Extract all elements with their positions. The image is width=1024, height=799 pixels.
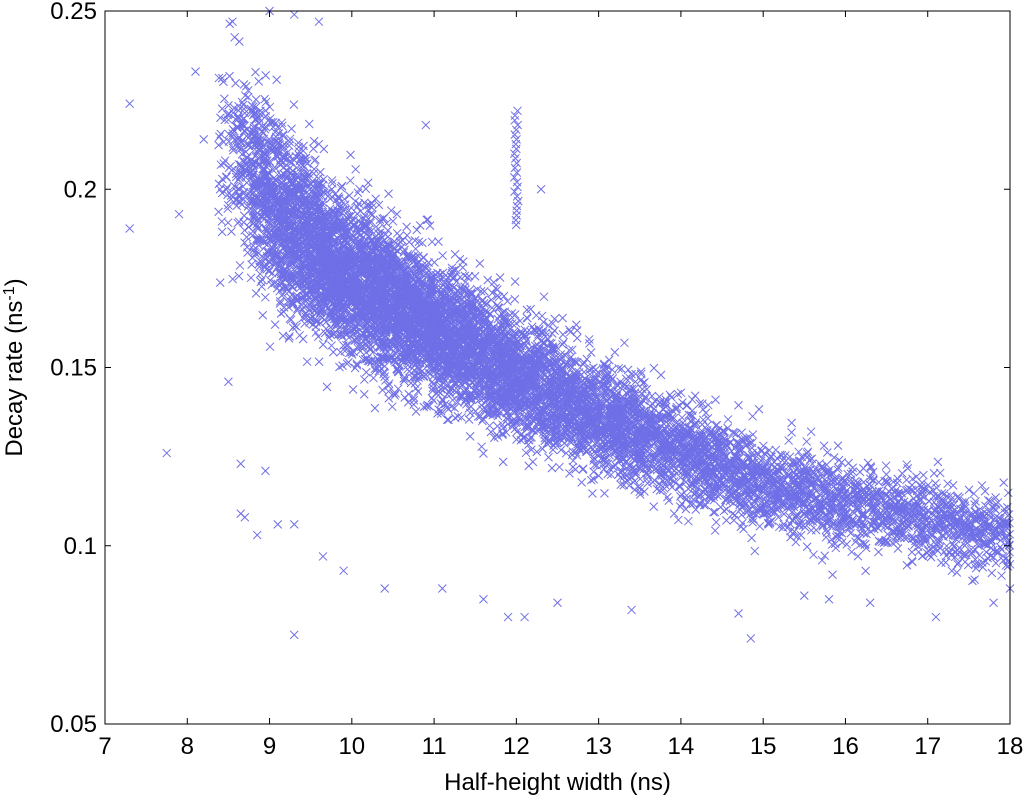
data-point — [495, 273, 505, 282]
data-point — [328, 347, 338, 357]
data-point — [969, 489, 979, 498]
data-point — [578, 360, 588, 369]
data-point — [673, 389, 683, 399]
data-point — [846, 478, 856, 488]
data-point — [412, 225, 422, 235]
data-point — [722, 504, 731, 514]
data-point — [284, 287, 294, 296]
data-point — [479, 449, 488, 458]
data-point — [819, 441, 829, 451]
data-point — [620, 338, 629, 348]
data-point — [338, 361, 347, 370]
data-point — [952, 568, 962, 577]
data-point — [409, 400, 419, 409]
data-point — [538, 444, 547, 454]
data-point — [539, 292, 549, 302]
data-point — [584, 335, 594, 344]
data-point — [270, 320, 280, 330]
data-point — [220, 115, 230, 125]
data-point — [985, 496, 995, 506]
data-point — [522, 305, 532, 315]
data-point — [806, 427, 816, 437]
data-point — [276, 309, 286, 318]
data-point — [370, 364, 380, 374]
data-point — [948, 539, 958, 549]
data-point — [304, 119, 314, 129]
data-point — [392, 209, 402, 219]
data-point — [684, 516, 693, 526]
data-point — [948, 481, 958, 490]
data-point — [589, 474, 599, 484]
scatter-points — [125, 6, 1015, 643]
data-point — [251, 67, 260, 77]
data-point — [999, 478, 1009, 487]
data-point — [630, 377, 640, 387]
data-point — [214, 132, 224, 142]
data-point — [231, 78, 240, 88]
data-point — [567, 345, 577, 355]
data-point — [329, 329, 339, 339]
data-point — [577, 478, 586, 487]
data-point — [606, 470, 616, 480]
data-point — [619, 472, 629, 481]
data-point — [313, 332, 323, 341]
data-point — [970, 500, 980, 509]
data-point — [729, 429, 739, 438]
data-point — [322, 382, 332, 392]
data-point — [498, 457, 508, 467]
